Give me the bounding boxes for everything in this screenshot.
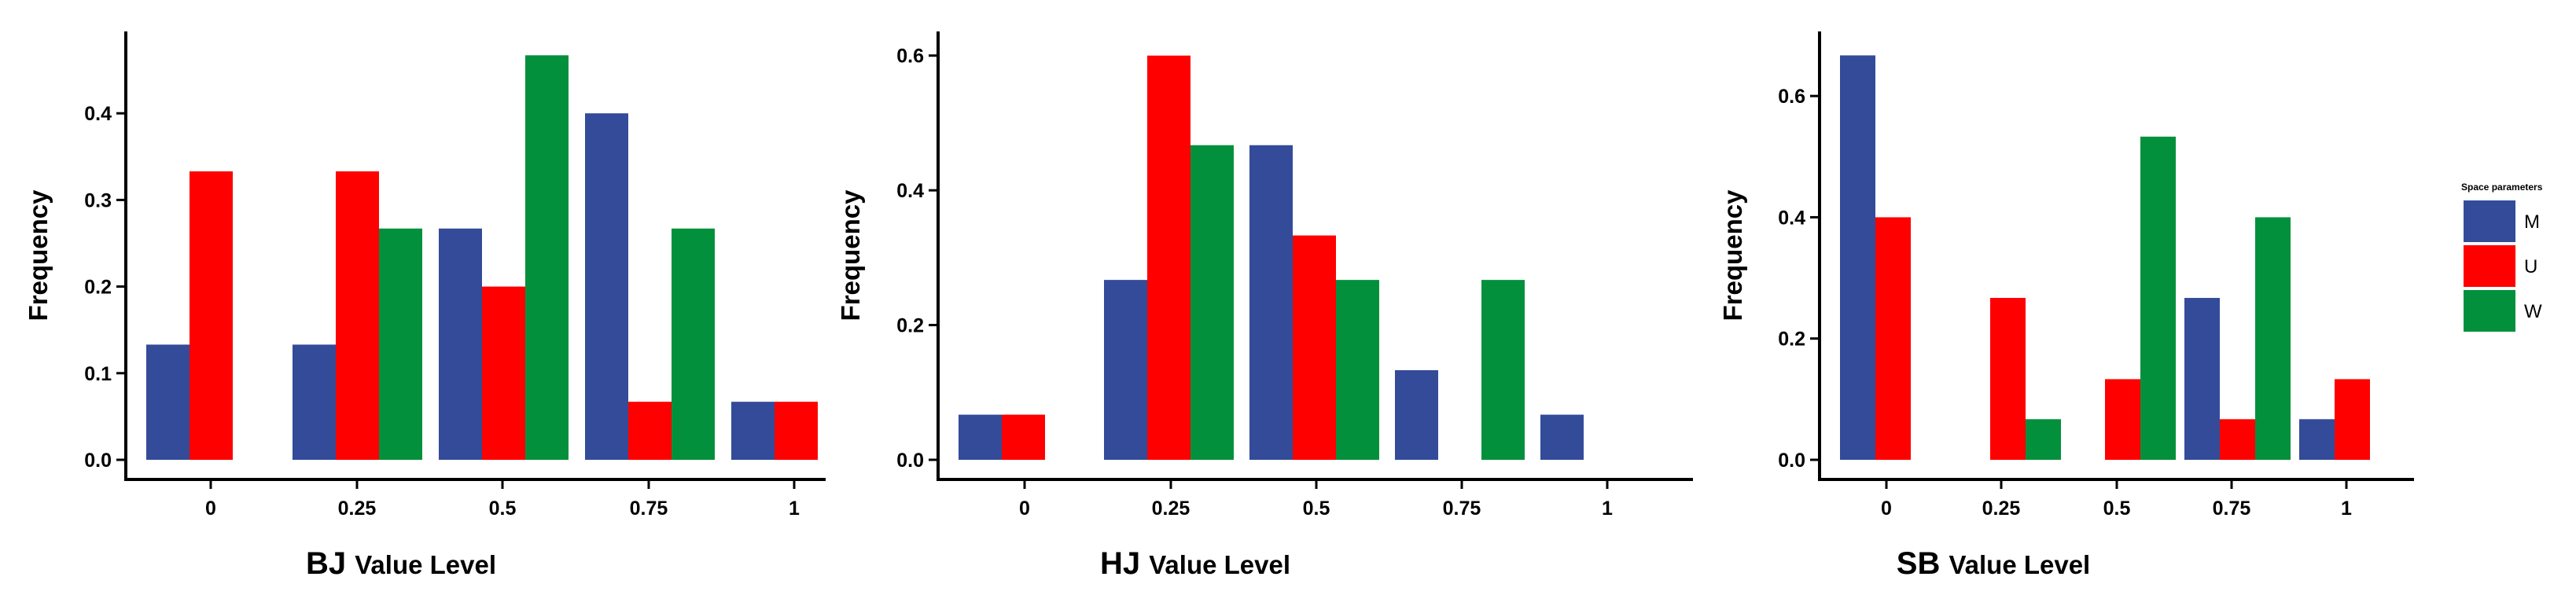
bar-U-0.5	[1293, 235, 1336, 460]
x-axis-label-prefix: BJ	[306, 546, 355, 581]
chart-panel-2: 0.0 0.2 0.4 0.6 0 0.25 0.5 0.75 1 Frequency HJ Val…	[836, 31, 1693, 581]
bar-W-0.25	[2026, 419, 2061, 460]
x-tick-label: 0	[1019, 498, 1030, 520]
x-axis-label-prefix: SB	[1897, 546, 1949, 581]
legend-swatch-W	[2464, 290, 2515, 332]
bar-W-0.75	[2255, 217, 2291, 460]
bar-W-0.25	[379, 228, 422, 460]
x-tick-label: 0.75	[630, 498, 668, 520]
bar-U-0.5	[2105, 379, 2140, 460]
x-tick-label: 0.5	[489, 498, 517, 520]
bar-M-1	[731, 402, 775, 460]
bar-U-0	[1002, 414, 1045, 460]
bar-M-0	[1840, 55, 1875, 460]
y-tick-label: 0.6	[896, 46, 924, 68]
x-tick-label: 0.5	[1303, 498, 1330, 520]
bar-U-0.75	[2220, 419, 2255, 460]
bar-M-0.5	[439, 228, 482, 460]
x-tick-label: 1	[2341, 498, 2352, 520]
x-axis-label-suffix: Value Level	[1949, 550, 2090, 579]
bar-M-0	[146, 344, 190, 460]
bar-M-0	[959, 414, 1002, 460]
y-axis-label: Frequency	[1718, 189, 1747, 321]
x-axis-label: HJ Value Level	[1100, 546, 1290, 581]
y-axis-label: Frequency	[836, 189, 865, 321]
y-tick-label: 0.6	[1778, 86, 1805, 108]
y-tick-label: 0.3	[84, 189, 112, 211]
legend-swatch-U	[2464, 245, 2515, 287]
bar-M-0.5	[1249, 145, 1293, 460]
bar-U-0.25	[1990, 298, 2026, 460]
bar-W-0.5	[2140, 136, 2176, 461]
x-axis-label: SB Value Level	[1897, 546, 2090, 581]
bar-U-0	[1875, 217, 1911, 460]
x-tick-label: 0.25	[1982, 498, 2021, 520]
bar-U-1	[775, 402, 818, 460]
x-axis-label-suffix: Value Level	[1149, 550, 1290, 579]
bar-W-0.75	[1481, 280, 1525, 460]
x-tick-label: 0.75	[2213, 498, 2251, 520]
bar-W-0.25	[1190, 145, 1234, 460]
bar-M-0.25	[1104, 280, 1147, 460]
x-tick-label: 0.25	[338, 498, 377, 520]
bar-M-0.75	[2184, 298, 2220, 460]
x-axis-label-suffix: Value Level	[355, 550, 496, 579]
x-tick-label: 1	[789, 498, 800, 520]
bar-M-0.75	[585, 113, 628, 461]
bar-M-0.75	[1395, 370, 1438, 460]
legend: Space parameters M U W	[2461, 182, 2543, 332]
chart-panel-3: 0.0 0.2 0.4 0.6 0 0.25 0.5 0.75 1 Frequency SB Val…	[1718, 31, 2414, 581]
y-tick-label: 0.0	[1778, 450, 1805, 472]
y-tick-label: 0.4	[896, 180, 924, 202]
legend-label-U: U	[2524, 256, 2537, 277]
legend-swatch-M	[2464, 200, 2515, 242]
x-axis-label: BJ Value Level	[306, 546, 496, 581]
y-tick-label: 0.2	[84, 277, 112, 299]
bar-U-1	[2335, 379, 2370, 460]
x-tick-label: 0.5	[2103, 498, 2131, 520]
x-tick-label: 0.25	[1152, 498, 1190, 520]
y-tick-label: 0.2	[896, 315, 924, 337]
chart-panel-1: 0.0 0.1 0.2 0.3 0.4 0 0.25 0.5 0.75 1 Frequency BJ …	[24, 31, 826, 581]
x-tick-label: 0	[1881, 498, 1892, 520]
legend-label-M: M	[2524, 211, 2540, 233]
y-tick-label: 0.0	[84, 450, 112, 472]
legend-label-W: W	[2524, 301, 2542, 322]
bar-W-0.75	[672, 228, 715, 460]
bar-U-0.75	[628, 402, 672, 460]
bar-U-0.25	[336, 171, 379, 461]
bar-M-1	[2299, 419, 2335, 460]
bar-U-0.5	[482, 286, 525, 460]
y-tick-label: 0.4	[1778, 207, 1805, 229]
y-axis-label: Frequency	[24, 189, 53, 321]
x-tick-label: 0.75	[1443, 498, 1481, 520]
x-tick-label: 0	[205, 498, 216, 520]
y-tick-label: 0.0	[896, 450, 924, 472]
bar-M-0.25	[293, 344, 336, 460]
y-tick-label: 0.4	[84, 103, 112, 125]
bar-W-0.5	[525, 55, 569, 461]
legend-title: Space parameters	[2461, 182, 2543, 193]
x-axis-label-prefix: HJ	[1100, 546, 1149, 581]
bar-U-0	[190, 171, 233, 461]
y-tick-label: 0.2	[1778, 329, 1805, 351]
bar-M-1	[1540, 414, 1584, 460]
x-tick-label: 1	[1602, 498, 1613, 520]
bar-W-0.5	[1336, 280, 1379, 460]
y-tick-label: 0.1	[84, 363, 112, 385]
bar-U-0.25	[1147, 55, 1190, 460]
